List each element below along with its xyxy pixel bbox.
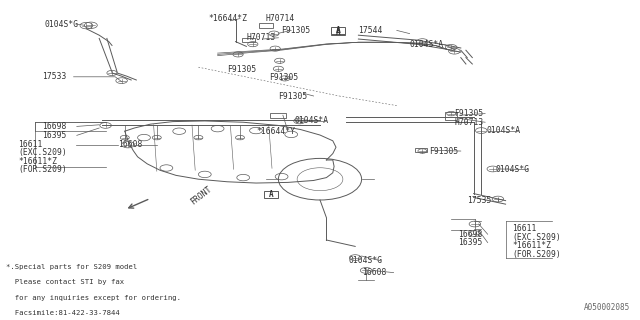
Bar	[259, 23, 273, 28]
Text: Facsimile:81-422-33-7844: Facsimile:81-422-33-7844	[6, 310, 120, 316]
Text: (EXC.S209): (EXC.S209)	[512, 233, 561, 242]
Text: 16395: 16395	[458, 238, 482, 247]
Text: Please contact STI by fax: Please contact STI by fax	[6, 279, 125, 285]
Text: H70713: H70713	[246, 33, 276, 42]
Text: *16611*Z: *16611*Z	[512, 241, 551, 250]
Text: 17535: 17535	[467, 196, 492, 205]
Text: 0104S*G: 0104S*G	[45, 20, 79, 28]
Text: 0104S*A: 0104S*A	[294, 116, 328, 125]
Bar	[264, 191, 278, 198]
Text: A: A	[335, 26, 340, 35]
Bar	[331, 29, 345, 35]
Text: (FOR.S209): (FOR.S209)	[18, 165, 67, 174]
Text: 0104S*G: 0104S*G	[349, 256, 383, 265]
Text: 17533: 17533	[42, 72, 66, 81]
Text: (EXC.S209): (EXC.S209)	[18, 148, 67, 157]
Text: 0104S*G: 0104S*G	[496, 165, 530, 174]
Text: 16611: 16611	[18, 140, 42, 149]
Text: FRONT: FRONT	[189, 185, 214, 207]
Text: H70713: H70713	[454, 118, 484, 127]
Bar	[270, 113, 287, 118]
Text: F91305: F91305	[282, 26, 311, 35]
Text: (FOR.S209): (FOR.S209)	[512, 250, 561, 259]
Text: 16698: 16698	[458, 230, 482, 239]
Text: A050002085: A050002085	[584, 303, 630, 312]
Bar	[445, 112, 457, 120]
Text: F91305: F91305	[227, 65, 257, 74]
Text: 16698: 16698	[42, 122, 66, 131]
Text: H70714: H70714	[266, 14, 295, 23]
Text: 16608: 16608	[118, 140, 143, 149]
Text: F91305: F91305	[269, 73, 298, 82]
Text: 17544: 17544	[358, 26, 383, 35]
Text: *16611*Z: *16611*Z	[18, 157, 57, 166]
Text: *.Special parts for S209 model: *.Special parts for S209 model	[6, 264, 138, 270]
Text: F91305: F91305	[429, 147, 458, 156]
Text: A: A	[335, 28, 340, 36]
Text: 16395: 16395	[42, 131, 66, 140]
Bar	[242, 38, 255, 42]
Text: 16611: 16611	[512, 224, 536, 233]
Text: 0104S*A: 0104S*A	[410, 40, 444, 49]
Text: A: A	[268, 190, 273, 199]
Text: 16608: 16608	[362, 268, 386, 277]
Text: 0104S*A: 0104S*A	[486, 126, 520, 135]
Text: for any inquiries except for ordering.: for any inquiries except for ordering.	[6, 295, 181, 301]
Text: *16644*Z: *16644*Z	[208, 14, 247, 23]
Text: F91305: F91305	[454, 109, 484, 118]
Bar	[331, 27, 345, 34]
Text: F91305: F91305	[278, 92, 308, 100]
Text: *16644*Y: *16644*Y	[256, 127, 295, 136]
Bar	[415, 148, 427, 152]
